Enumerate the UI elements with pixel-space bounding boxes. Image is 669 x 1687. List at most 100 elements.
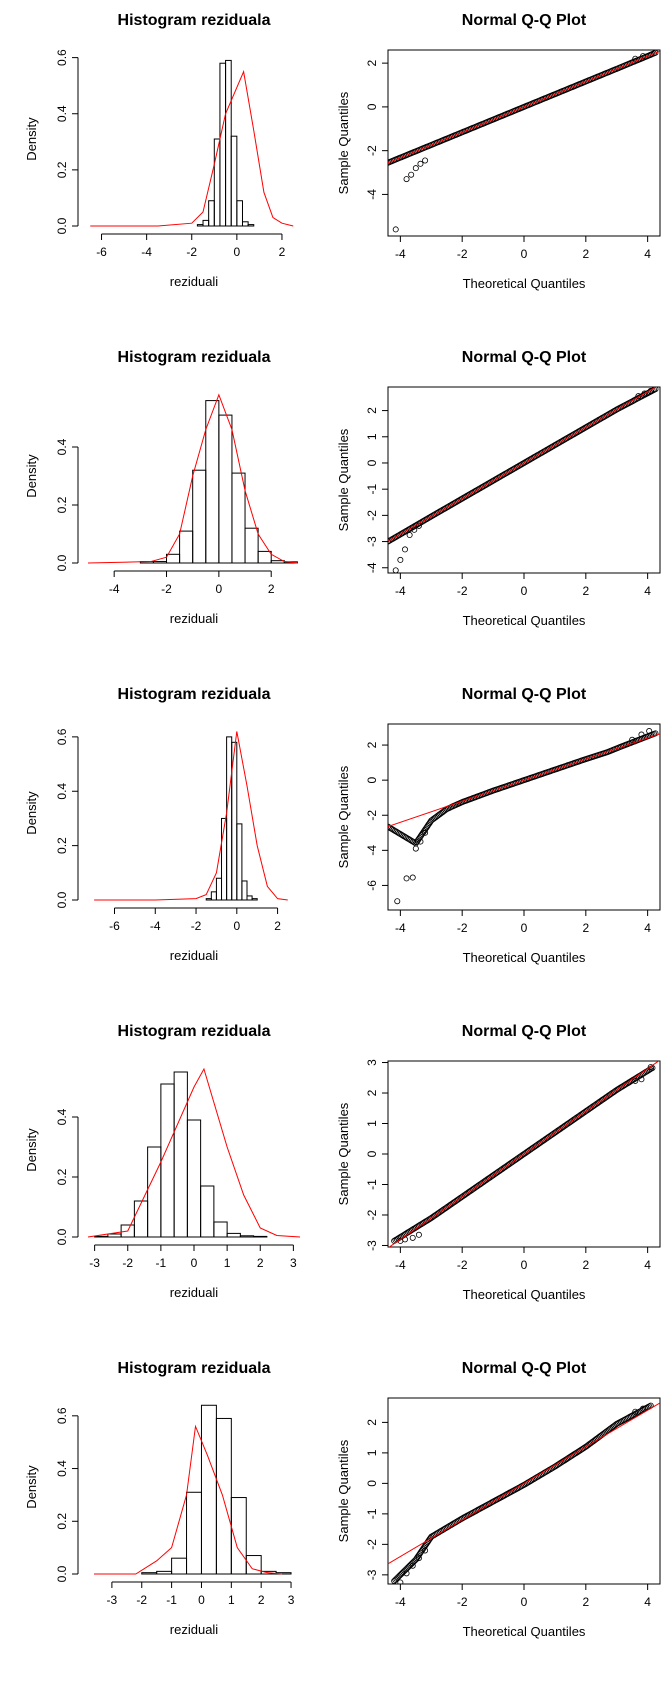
histogram-bar [218,414,233,564]
y-tick-label: -1 [365,484,379,495]
y-tick-label: 0 [365,1150,379,1157]
qq-tail-point [403,1570,410,1577]
x-tick-label: -4 [141,245,152,259]
qq-tail-point [409,1234,416,1241]
qq-tail-point [640,53,647,60]
qq-tail-point [409,874,416,881]
x-tick-label: 2 [258,1593,265,1607]
y-tick-label: 1 [365,433,379,440]
qq-tail-point [417,838,424,845]
density-line [87,393,298,564]
x-tick-label: 2 [582,247,589,261]
histogram-bar [246,895,253,901]
histogram-bar [219,62,227,227]
histogram-bar [196,224,204,227]
y-tick-label: 0.2 [55,161,69,178]
y-axis-label: Density [24,1128,39,1172]
qq-tail-point [403,875,410,882]
qq-tail-point [412,845,419,852]
y-axis-label: Density [24,791,39,835]
x-axis-label: reziduali [170,274,219,289]
histogram-bar [213,1221,228,1238]
y-tick-label: 0.0 [55,891,69,908]
qq-tail-point [632,1408,639,1415]
x-tick-label: 2 [257,1256,264,1270]
x-tick-label: -2 [122,1256,133,1270]
density-line [93,1424,283,1575]
histogram-bar [171,1557,188,1575]
histogram-bar [245,1555,262,1575]
x-tick-label: 0 [521,921,528,935]
histogram-bar [156,1570,173,1575]
x-tick-label: -2 [457,247,468,261]
x-tick-label: 2 [582,1595,589,1609]
x-tick-label: 0 [233,919,240,933]
qq-points [388,50,659,233]
histogram-bar [236,200,243,227]
histogram-panel-2: Histogram reziduala -4 -2 0 2 reziduali 0.0 0.2… [24,349,298,626]
y-tick-label: -2 [365,1209,379,1220]
qq-points [388,728,659,905]
y-tick-label: -2 [365,810,379,821]
histogram-bar [147,1146,162,1238]
x-tick-label: 2 [274,919,281,933]
histogram-bar [231,741,238,901]
histogram-bar [210,891,217,901]
histogram-panel-4: Histogram reziduala -3 -2 -1 0 1 2 3 reziduali 0.… [24,1023,301,1300]
x-tick-label: -2 [186,245,197,259]
qq-tail-point [417,160,424,167]
qq-panel-3: Normal Q-Q Plot -4 -2 0 2 4 Theoretical Quanti… [336,686,661,965]
x-tick-label: 2 [268,582,275,596]
histogram-bar [257,550,272,564]
qq-tail-point [646,728,653,735]
y-tick-label: -2 [365,510,379,521]
qq-tail-point [412,165,419,172]
histogram-bar [200,1185,215,1238]
qq-tail-point [422,829,429,836]
x-tick-label: -4 [150,919,161,933]
chart-title: Normal Q-Q Plot [462,686,587,703]
x-tick-label: 3 [288,1593,295,1607]
chart-title: Histogram reziduala [118,1023,271,1040]
histogram-bar [192,469,207,564]
y-axis-label: Sample Quantiles [336,1439,351,1542]
qq-tail-point [640,1405,647,1412]
y-tick-label: 0.4 [55,438,69,455]
x-tick-label: 0 [521,1595,528,1609]
qq-point [411,839,418,846]
qq-tail-point [392,226,399,233]
y-tick-label: 0.0 [55,554,69,571]
y-axis-label: Density [24,454,39,498]
y-tick-label: 0.6 [55,49,69,66]
y-tick-label: -3 [365,536,379,547]
x-axis-label: Theoretical Quantiles [463,1624,586,1639]
histogram-bar [241,221,249,227]
x-tick-label: 4 [644,1595,651,1609]
qq-tail-point [392,567,399,573]
y-tick-label: 0.6 [55,1407,69,1424]
x-axis-label: Theoretical Quantiles [463,1287,586,1302]
x-tick-label: 4 [644,1258,651,1272]
y-tick-label: 0.2 [55,496,69,513]
x-tick-label: -2 [161,582,172,596]
x-tick-label: 0 [521,1258,528,1272]
chart-title: Normal Q-Q Plot [462,12,587,29]
y-axis-label: Sample Quantiles [336,1102,351,1205]
x-tick-label: 4 [644,247,651,261]
qq-reference-line [388,1061,660,1247]
y-tick-label: 0 [365,103,379,110]
qq-tail-point [397,1579,404,1584]
x-tick-label: -2 [136,1593,147,1607]
histogram-bar [231,472,246,564]
qq-tail-point [632,1077,639,1084]
x-tick-label: 4 [644,584,651,598]
histogram-bar [166,553,181,564]
y-tick-label: 2 [365,741,379,748]
y-axis-label: Density [24,117,39,161]
histogram-bar [205,898,212,901]
qq-tail-point [415,1555,422,1562]
qq-points [391,1064,656,1244]
y-axis-label: Sample Quantiles [336,428,351,531]
histogram-bar [215,877,223,901]
y-tick-label: 0.4 [55,105,69,122]
